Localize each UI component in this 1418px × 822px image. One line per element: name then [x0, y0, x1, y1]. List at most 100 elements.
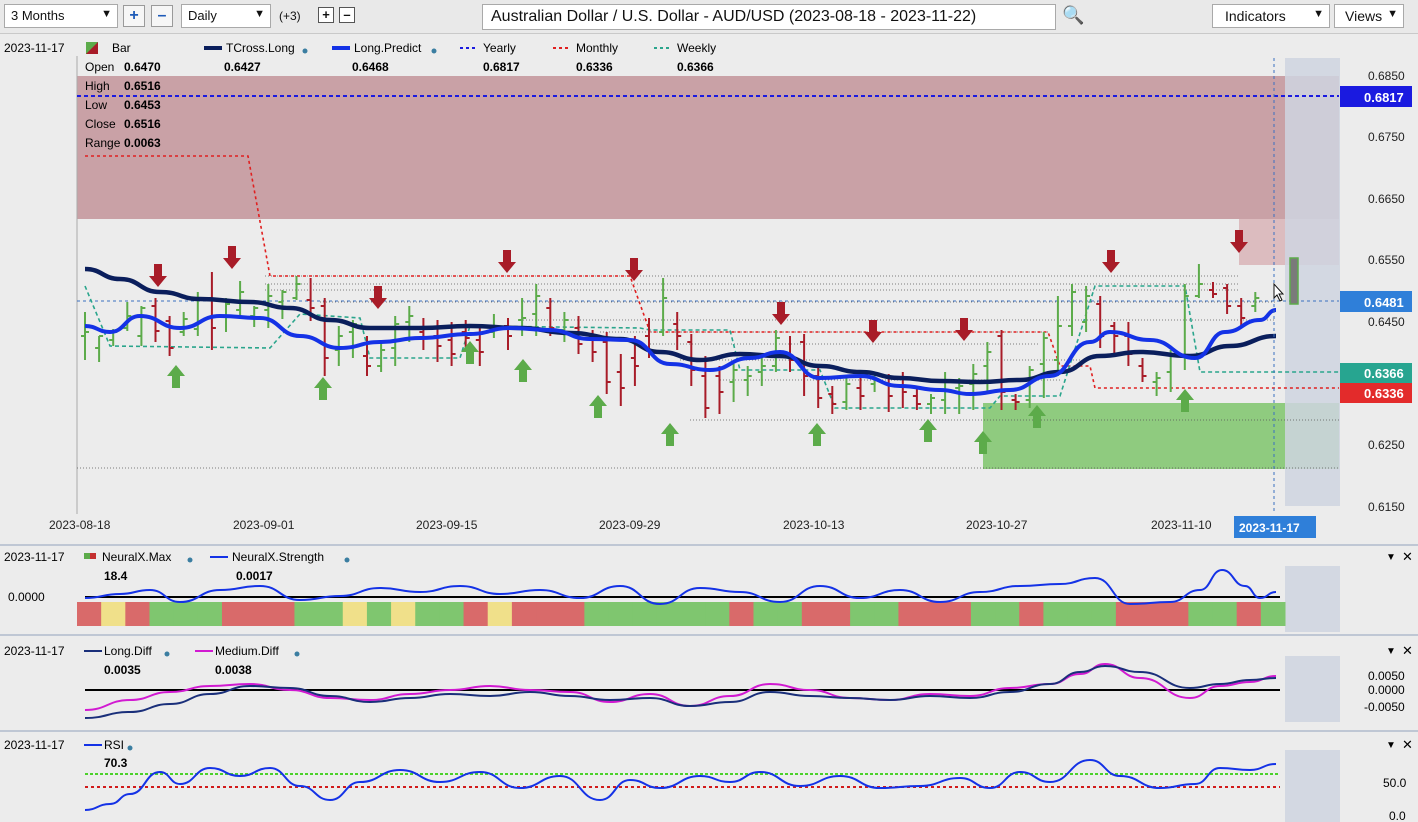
close-icon[interactable]: ✕: [1402, 737, 1413, 752]
rsi-panel[interactable]: 2023-11-17 RSI 70.3 50.0 0.0 ▼ ✕: [0, 732, 1418, 822]
legend-predict[interactable]: Long.Predict: [354, 41, 422, 55]
resistance-zone: [77, 76, 1339, 219]
diff-ytick: 0.0000: [1368, 683, 1405, 697]
medium-diff-line: [84, 662, 1277, 711]
range-select[interactable]: 3 Months ▼: [4, 4, 118, 28]
legend-yearly[interactable]: Yearly: [483, 41, 516, 55]
close-icon[interactable]: ✕: [1402, 643, 1413, 658]
svg-text:2023-10-27: 2023-10-27: [966, 518, 1028, 532]
price-bar: [137, 306, 146, 346]
legend-rsi[interactable]: RSI: [104, 738, 124, 752]
neuralx-heat-strip: [77, 602, 1286, 626]
neuralx-panel[interactable]: 2023-11-17 NeuralX.Max 18.4 NeuralX.Stre…: [0, 546, 1418, 634]
svg-text:2023-09-29: 2023-09-29: [599, 518, 661, 532]
interval-select[interactable]: Daily ▼: [181, 4, 271, 28]
svg-text:0.6470: 0.6470: [124, 60, 161, 74]
up-arrow-icon: [167, 365, 185, 388]
ohlc-box: Open 0.6470 High 0.6516 Low 0.6453 Close 0.6…: [85, 60, 161, 150]
svg-text:0.6516: 0.6516: [124, 79, 161, 93]
collapse-icon[interactable]: ▼: [1386, 552, 1396, 563]
legend-tcross-value: 0.6427: [224, 60, 261, 74]
svg-text:0.6550: 0.6550: [1368, 253, 1405, 267]
settings-dot-icon[interactable]: [294, 651, 300, 657]
svg-text:0.6250: 0.6250: [1368, 438, 1405, 452]
legend-monthly[interactable]: Monthly: [576, 41, 618, 55]
remove-button[interactable]: –: [339, 7, 355, 23]
views-button[interactable]: Views ▼: [1334, 4, 1404, 28]
search-icon[interactable]: 🔍: [1062, 5, 1085, 25]
price-bar: [927, 394, 935, 414]
x-axis: 2023-08-18 2023-09-01 2023-09-15 2023-09…: [49, 516, 1316, 538]
down-arrow-icon: [149, 264, 167, 287]
price-bar: [1082, 286, 1091, 332]
chevron-down-icon: ▼: [1313, 8, 1324, 20]
settings-dot-icon[interactable]: [431, 48, 437, 54]
legend-long-diff[interactable]: Long.Diff: [104, 644, 152, 658]
price-bar: [1237, 298, 1246, 326]
price-bar: [81, 312, 89, 360]
badge-monthly: 0.6336: [1364, 386, 1404, 401]
add-button[interactable]: +: [318, 7, 334, 23]
mouse-pointer-icon: [1273, 282, 1285, 302]
legend-neuralx-max[interactable]: NeuralX.Max: [102, 550, 171, 564]
legend-bar: Bar: [112, 41, 131, 55]
neuralx-max-value: 18.4: [104, 569, 128, 583]
chevron-down-icon: ▼: [101, 8, 112, 20]
settings-dot-icon[interactable]: [187, 557, 193, 563]
price-bar: [743, 366, 752, 396]
tcross-long-line: [84, 266, 1277, 385]
price-bar: [1223, 284, 1232, 314]
neural-ytick: 0.0000: [8, 590, 45, 604]
price-bar: [856, 376, 865, 410]
panel-divider[interactable]: [0, 730, 1418, 732]
legend-yearly-value: 0.6817: [483, 60, 520, 74]
down-arrow-icon: [955, 318, 973, 341]
settings-dot-icon[interactable]: [344, 557, 350, 563]
svg-text:2023-09-01: 2023-09-01: [233, 518, 295, 532]
legend-neuralx-strength[interactable]: NeuralX.Strength: [232, 550, 324, 564]
indicators-button[interactable]: Indicators ▼: [1212, 4, 1330, 28]
svg-text:0.6650: 0.6650: [1368, 192, 1405, 206]
collapse-icon[interactable]: ▼: [1386, 646, 1396, 657]
up-arrow-icon: [661, 423, 679, 446]
svg-text:0.6516: 0.6516: [124, 117, 161, 131]
settings-dot-icon[interactable]: [164, 651, 170, 657]
panel-divider[interactable]: [0, 544, 1418, 546]
svg-text:Range: Range: [85, 136, 121, 150]
medium-diff-value: 0.0038: [215, 663, 252, 677]
neuralx-strength-line: [84, 568, 1277, 606]
main-date: 2023-11-17: [4, 41, 65, 55]
legend-weekly[interactable]: Weekly: [677, 41, 716, 55]
down-arrow-icon: [772, 302, 790, 325]
zoom-out-button[interactable]: –: [151, 5, 173, 27]
close-icon[interactable]: ✕: [1402, 549, 1413, 564]
price-bar: [405, 306, 414, 342]
down-arrow-icon: [223, 246, 241, 269]
legend-medium-diff[interactable]: Medium.Diff: [215, 644, 279, 658]
projected-bar: [1289, 257, 1299, 305]
price-bar: [447, 322, 456, 366]
neuralx-strength-value: 0.0017: [236, 569, 273, 583]
price-bar: [701, 356, 710, 418]
svg-text:0.6150: 0.6150: [1368, 500, 1405, 514]
collapse-icon[interactable]: ▼: [1386, 740, 1396, 751]
price-bar: [1251, 292, 1260, 312]
price-bar: [757, 356, 766, 386]
price-chart[interactable]: 2023-11-17 Bar TCross.Long 0.6427 Long.P…: [0, 36, 1418, 544]
chevron-down-icon: ▼: [1387, 8, 1398, 20]
diff-panel[interactable]: 2023-11-17 Long.Diff 0.0035 Medium.Diff …: [0, 636, 1418, 730]
long-predict-line: [84, 308, 1277, 397]
price-bar: [912, 386, 921, 410]
chart-title[interactable]: Australian Dollar / U.S. Dollar - AUD/US…: [482, 4, 1056, 30]
zoom-in-button[interactable]: +: [123, 5, 145, 27]
up-arrow-icon: [808, 423, 826, 446]
settings-dot-icon[interactable]: [302, 48, 308, 54]
down-arrow-icon: [864, 320, 882, 343]
interval-select-value: Daily: [188, 8, 217, 23]
svg-text:0.6453: 0.6453: [124, 98, 161, 112]
panel-divider[interactable]: [0, 634, 1418, 636]
legend-tcross[interactable]: TCross.Long: [226, 41, 295, 55]
price-bar: [1209, 282, 1217, 298]
settings-dot-icon[interactable]: [127, 745, 133, 751]
price-bar: [1053, 296, 1062, 376]
